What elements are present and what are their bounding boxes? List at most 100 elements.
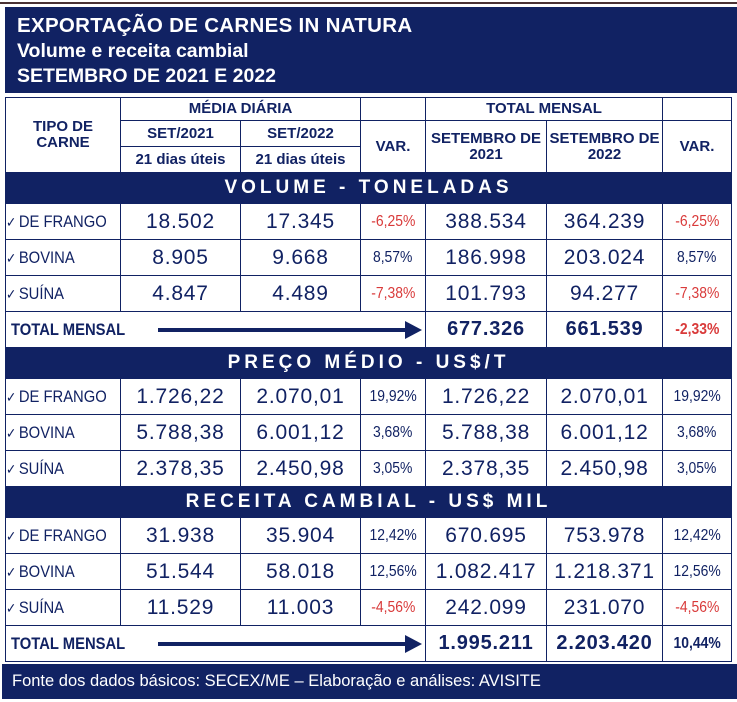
value-cell: 753.978 (546, 517, 664, 554)
var-cell: -6,25% (662, 203, 733, 240)
row-label-text: SUÍNA (18, 597, 65, 617)
var-value: -4,56% (674, 598, 720, 616)
export-table: TIPO DE CARNE MÉDIA DIÁRIA TOTAL MENSAL … (4, 97, 733, 662)
var-value: 19,92% (369, 387, 417, 405)
row-label-cell: ✓ DE FRANGO (5, 378, 121, 415)
total-label: TOTAL MENSAL (11, 319, 126, 339)
spacer-cell-left (360, 97, 427, 121)
col-subheader-dias-uteis-2021: 21 dias úteis (120, 146, 241, 173)
var-cell: -4,56% (662, 589, 733, 626)
value-cell: 5.788,38 (120, 414, 241, 451)
table-row: ✓ BOVINA 5.788,38 6.001,12 3,68% 5.788,38 6.00… (5, 414, 733, 451)
row-label: ✓ BOVINA (7, 247, 75, 268)
var-cell: 8,57% (662, 239, 733, 276)
row-label: ✓ DE FRANGO (6, 525, 107, 546)
row-label-text: DE FRANGO (18, 386, 107, 406)
var-value: -6,25% (674, 212, 720, 230)
total-var-value: -2,33% (674, 320, 720, 338)
row-label-cell: ✓ BOVINA (5, 239, 121, 276)
total-lead-cell: TOTAL MENSAL (4, 311, 427, 348)
section-header: RECEITA CAMBIAL - US$ MIL (4, 486, 733, 518)
var-cell: -6,25% (360, 203, 427, 240)
value-cell: 11.529 (120, 589, 241, 626)
col-header-set-2022: SET/2022 (239, 120, 362, 147)
table-row: ✓ BOVINA 8.905 9.668 8,57% 186.998 203.024 8,57… (5, 239, 733, 276)
value-cell: 2.450,98 (546, 450, 664, 487)
value-cell: 8.905 (120, 239, 241, 276)
var-value: 3,68% (677, 423, 717, 441)
value-cell: 17.345 (239, 203, 362, 240)
table-row: ✓ SUÍNA 11.529 11.003 -4,56% 242.099 231.070 -4… (5, 589, 733, 626)
row-label: ✓ BOVINA (7, 562, 75, 582)
value-cell: 2.070,01 (239, 378, 362, 415)
value-cell: 1.726,22 (120, 378, 241, 415)
var-cell: 12,56% (662, 553, 733, 590)
col-header-var-right: VAR. (662, 120, 733, 173)
value-cell: 9.668 (239, 239, 362, 276)
value-cell: 2.070,01 (546, 378, 664, 415)
table-row: ✓ DE FRANGO 31.938 35.904 12,42% 670.695 753.9… (5, 517, 733, 554)
var-cell: 12,56% (360, 553, 427, 590)
var-value: 12,42% (673, 526, 721, 544)
var-cell: 12,42% (360, 517, 427, 554)
value-cell: 364.239 (546, 203, 664, 240)
value-cell: 2.378,35 (425, 450, 548, 487)
value-cell: 1.082.417 (425, 553, 548, 590)
value-cell: 6.001,12 (546, 414, 664, 451)
col-group-media-diaria: MÉDIA DIÁRIA (119, 97, 362, 121)
row-label: ✓ DE FRANGO (6, 212, 107, 232)
var-value: -7,38% (674, 284, 720, 302)
total-label: TOTAL MENSAL (11, 633, 126, 653)
table-row: ✓ DE FRANGO 18.502 17.345 -6,25% 388.534 364.2… (5, 203, 733, 240)
top-divider (0, 2, 737, 4)
total-row: TOTAL MENSAL 1.995.211 2.203.420 10,44% (4, 625, 733, 662)
source-note: Fonte dos dados básicos: SECEX/ME – Elab… (12, 672, 541, 690)
value-cell: 242.099 (425, 589, 548, 626)
table-body: VOLUME - TONELADAS ✓ DE FRANGO 18.502 17.345… (4, 172, 733, 662)
row-label-cell: ✓ BOVINA (5, 553, 121, 590)
page-subtitle: Volume e receita cambial (17, 40, 249, 62)
value-cell: 5.788,38 (425, 414, 548, 451)
section-row: PREÇO MÉDIO - US$/T (4, 347, 733, 379)
value-cell: 101.793 (425, 275, 548, 312)
value-cell: 388.534 (425, 203, 548, 240)
table-row: ✓ BOVINA 51.544 58.018 12,56% 1.082.417 1.218.… (5, 553, 733, 590)
row-label: ✓ BOVINA (7, 422, 75, 443)
row-label-cell: ✓ SUÍNA (5, 589, 121, 626)
spacer-cell-right (662, 97, 733, 121)
total-lead-wrap: TOTAL MENSAL (7, 313, 425, 347)
footer-bar: Fonte dos dados básicos: SECEX/ME – Elab… (2, 664, 737, 699)
var-cell: 12,42% (662, 517, 733, 554)
total-lead-cell: TOTAL MENSAL (4, 625, 427, 662)
value-cell: 4.489 (239, 275, 362, 312)
value-cell: 2.378,35 (120, 450, 241, 487)
page-period: SETEMBRO DE 2021 E 2022 (17, 65, 277, 87)
value-cell: 18.502 (120, 203, 241, 240)
value-cell: 2.450,98 (239, 450, 362, 487)
total-arrow-icon (158, 634, 422, 653)
col-header-setembro-2021: SETEMBRO DE 2021 (425, 120, 548, 173)
var-cell: 19,92% (360, 378, 427, 415)
title-block: EXPORTAÇÃO DE CARNES IN NATURA Volume e … (5, 7, 737, 93)
check-icon: ✓ (6, 388, 17, 405)
table-row: ✓ SUÍNA 4.847 4.489 -7,38% 101.793 94.277 -7,38… (5, 275, 733, 312)
col-group-total-mensal: TOTAL MENSAL (425, 97, 664, 121)
check-icon: ✓ (6, 213, 17, 230)
table-row: ✓ SUÍNA 2.378,35 2.450,98 3,05% 2.378,35 2.450… (5, 450, 733, 487)
var-cell: -7,38% (360, 275, 427, 312)
row-label-text: DE FRANGO (18, 525, 107, 545)
var-value: 12,42% (369, 526, 417, 544)
check-icon: ✓ (6, 460, 17, 477)
row-label-text: BOVINA (18, 247, 75, 267)
row-label-text: BOVINA (18, 422, 75, 442)
var-value: 12,56% (369, 562, 417, 580)
section-row: RECEITA CAMBIAL - US$ MIL (4, 486, 733, 518)
value-cell: 6.001,12 (239, 414, 362, 451)
var-cell: 8,57% (360, 239, 427, 276)
var-value: 3,05% (677, 459, 717, 477)
var-value: 19,92% (673, 387, 721, 405)
row-label-cell: ✓ BOVINA (5, 414, 121, 451)
check-icon: ✓ (6, 527, 17, 544)
value-cell: 203.024 (546, 239, 664, 276)
var-cell: 3,68% (662, 414, 733, 451)
